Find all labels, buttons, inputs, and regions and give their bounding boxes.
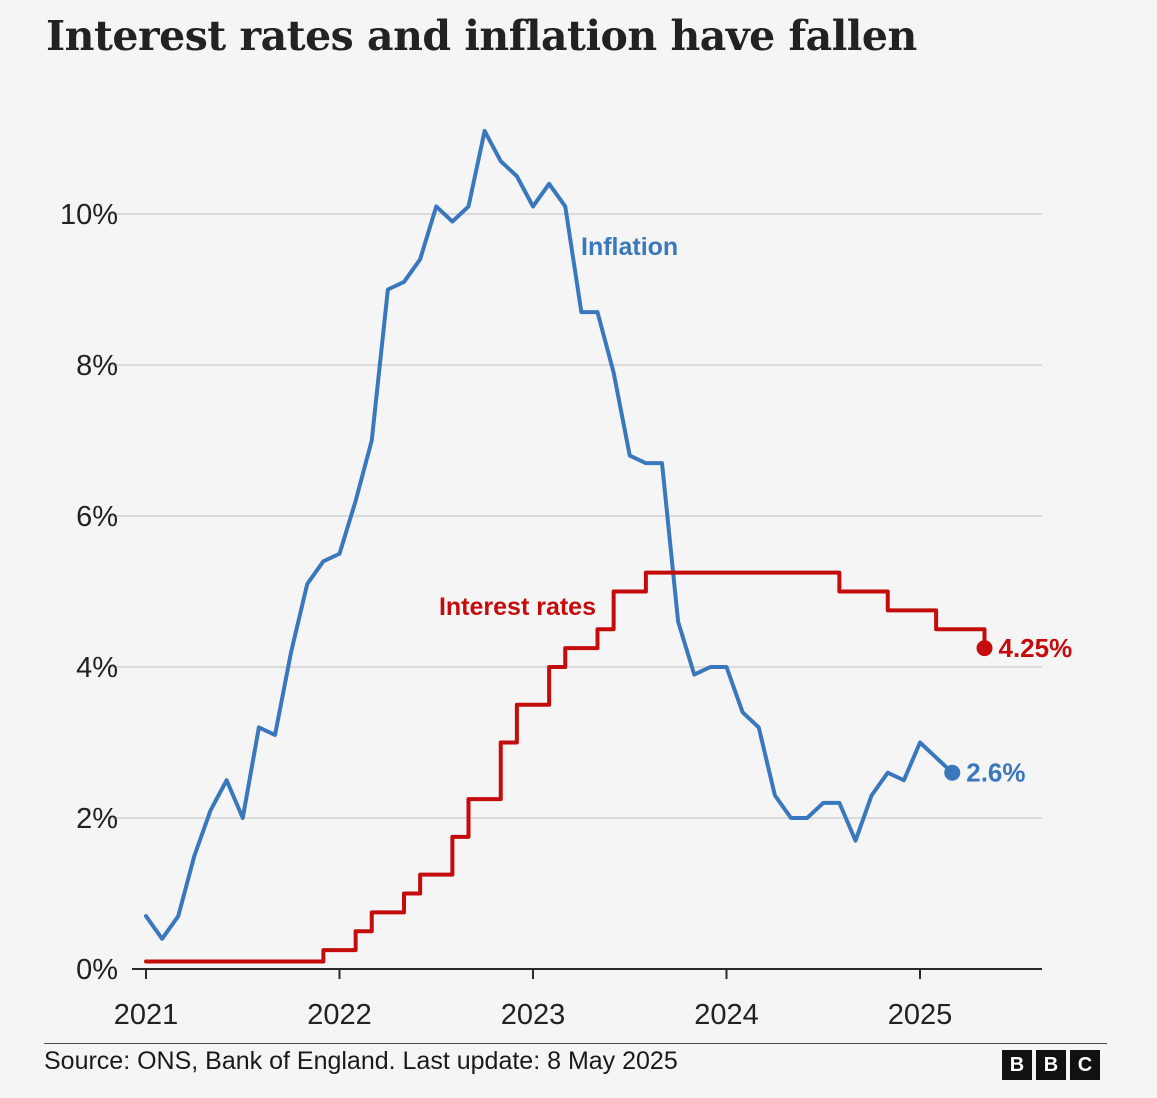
y-axis: 0% 2% 4% 6% 8% 10% — [60, 199, 118, 986]
inflation-end-label: 2.6% — [966, 758, 1025, 788]
inflation-series-label: Inflation — [581, 233, 678, 261]
y-tick-label: 4% — [76, 652, 118, 684]
gridlines — [108, 213, 1042, 819]
source-note: Source: ONS, Bank of England. Last updat… — [44, 1047, 678, 1075]
footer-divider — [44, 1043, 1107, 1044]
bbc-logo: B B C — [1002, 1050, 1100, 1080]
y-tick-label: 0% — [76, 954, 118, 986]
y-tick-label: 2% — [76, 803, 118, 835]
x-tick-label: 2021 — [114, 999, 179, 1031]
x-tick-label: 2023 — [501, 999, 566, 1031]
y-tick-label: 10% — [60, 199, 118, 231]
interest-rates-line — [144, 570, 987, 964]
y-tick-label: 8% — [76, 350, 118, 382]
bbc-logo-block: B — [1002, 1050, 1032, 1080]
series-labels: 2.6% Inflation 4.25% Interest rates — [439, 233, 1072, 788]
interest-rates-end-label: 4.25% — [999, 633, 1073, 663]
bbc-logo-block: B — [1036, 1050, 1066, 1080]
interest-rates-series-label: Interest rates — [439, 593, 596, 621]
series-lines — [144, 128, 993, 964]
x-tick-label: 2022 — [307, 999, 372, 1031]
inflation-end-point — [944, 764, 961, 781]
x-tick-label: 2024 — [694, 999, 759, 1031]
interest-rates-end-point — [976, 640, 993, 657]
x-tick-label: 2025 — [888, 999, 953, 1031]
chart-title: Interest rates and inflation have fallen — [46, 12, 917, 60]
bbc-logo-block: C — [1070, 1050, 1100, 1080]
inflation-line — [144, 128, 955, 941]
x-axis: 2021 2022 2023 2024 2025 — [114, 968, 1042, 1031]
y-tick-label: 6% — [76, 501, 118, 533]
